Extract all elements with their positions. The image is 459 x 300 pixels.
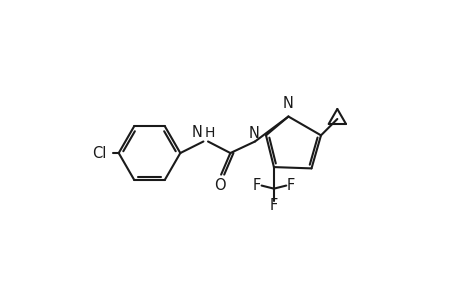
Text: F: F	[252, 178, 261, 193]
Text: Cl: Cl	[92, 146, 106, 160]
Text: F: F	[286, 178, 294, 193]
Text: N: N	[248, 126, 259, 141]
Text: H: H	[204, 126, 214, 140]
Text: O: O	[213, 178, 225, 194]
Text: N: N	[282, 96, 293, 111]
Text: N: N	[191, 125, 202, 140]
Text: F: F	[269, 198, 277, 213]
